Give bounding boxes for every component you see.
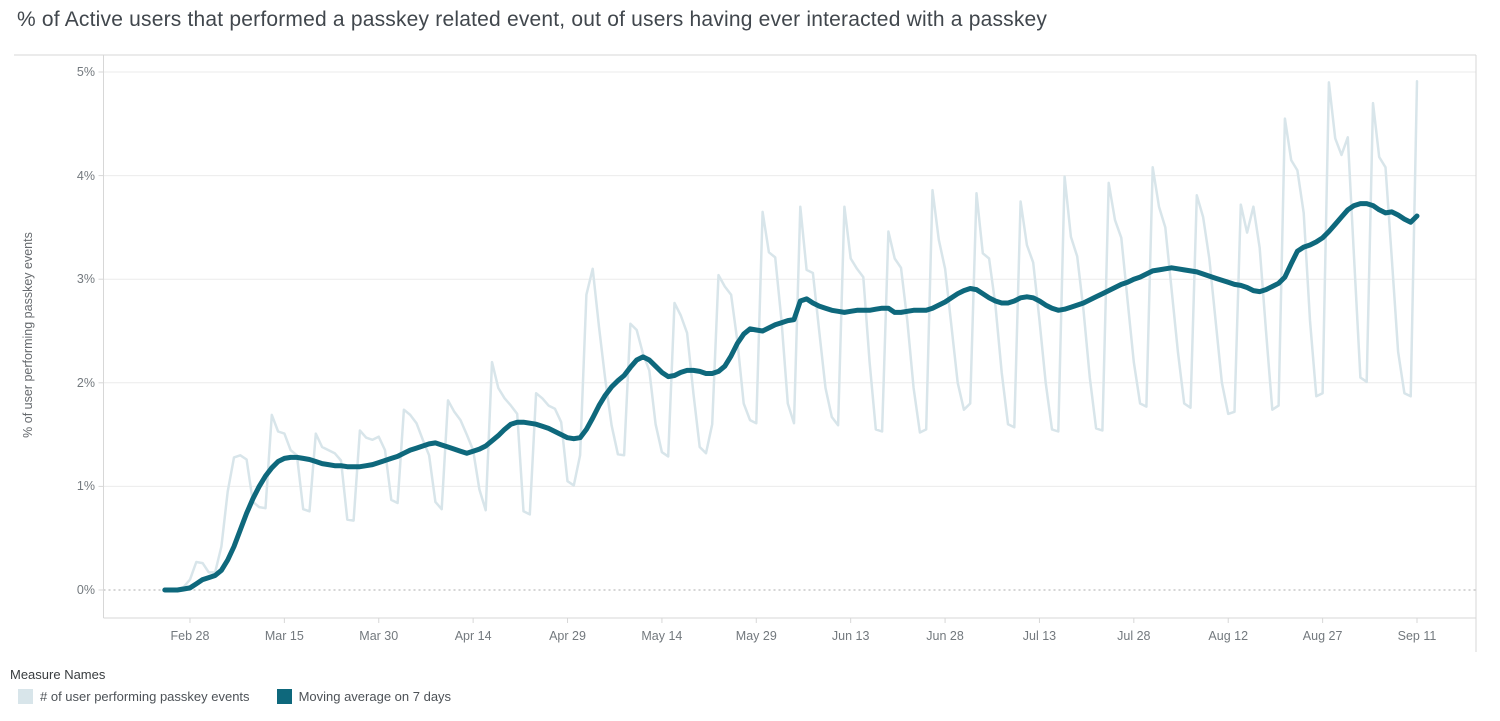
y-tick-label: 4% xyxy=(76,168,95,183)
x-tick-label: May 14 xyxy=(641,629,683,643)
line-chart xyxy=(14,54,1477,652)
x-tick-label: Aug 27 xyxy=(1302,629,1343,643)
x-tick-label: Mar 15 xyxy=(264,629,304,643)
y-tick-label: 1% xyxy=(76,479,95,494)
legend-item-raw-series[interactable]: # of user performing passkey events xyxy=(18,689,250,704)
series-line-raw-events[interactable] xyxy=(163,80,1419,592)
series-line-moving-average[interactable] xyxy=(162,201,1420,593)
y-tick-label: 2% xyxy=(76,375,95,390)
legend-swatch-raw-series[interactable] xyxy=(18,689,33,704)
y-tick-label: 5% xyxy=(76,65,95,79)
legend-title: Measure Names xyxy=(10,667,106,682)
x-tick-label: May 29 xyxy=(735,629,777,643)
x-tick-label: Jun 28 xyxy=(926,629,964,643)
legend-item-moving-average[interactable]: Moving average on 7 days xyxy=(276,689,452,704)
legend-label-raw-series: # of user performing passkey events xyxy=(40,689,250,704)
x-tick-label: Aug 12 xyxy=(1208,629,1249,643)
legend: Measure Names # of user performing passk… xyxy=(10,667,478,704)
x-tick-label: Apr 14 xyxy=(454,629,492,643)
x-tick-label: Feb 28 xyxy=(170,629,210,643)
y-axis-title: % of user performing passkey events xyxy=(21,232,35,438)
y-tick-label: 3% xyxy=(76,272,95,287)
y-tick-label: 0% xyxy=(76,583,95,597)
legend-swatch-moving-average[interactable] xyxy=(276,689,292,704)
x-tick-label: Jun 13 xyxy=(831,629,870,643)
x-tick-label: Mar 30 xyxy=(359,629,399,643)
x-tick-label: Jul 13 xyxy=(1022,629,1057,643)
x-tick-label: Sep 11 xyxy=(1397,629,1437,643)
legend-label-moving-average: Moving average on 7 days xyxy=(298,689,452,704)
page-title: % of Active users that performed a passk… xyxy=(17,8,1048,31)
x-tick-label: Jul 28 xyxy=(1117,629,1151,643)
x-tick-label: Apr 29 xyxy=(549,629,586,643)
